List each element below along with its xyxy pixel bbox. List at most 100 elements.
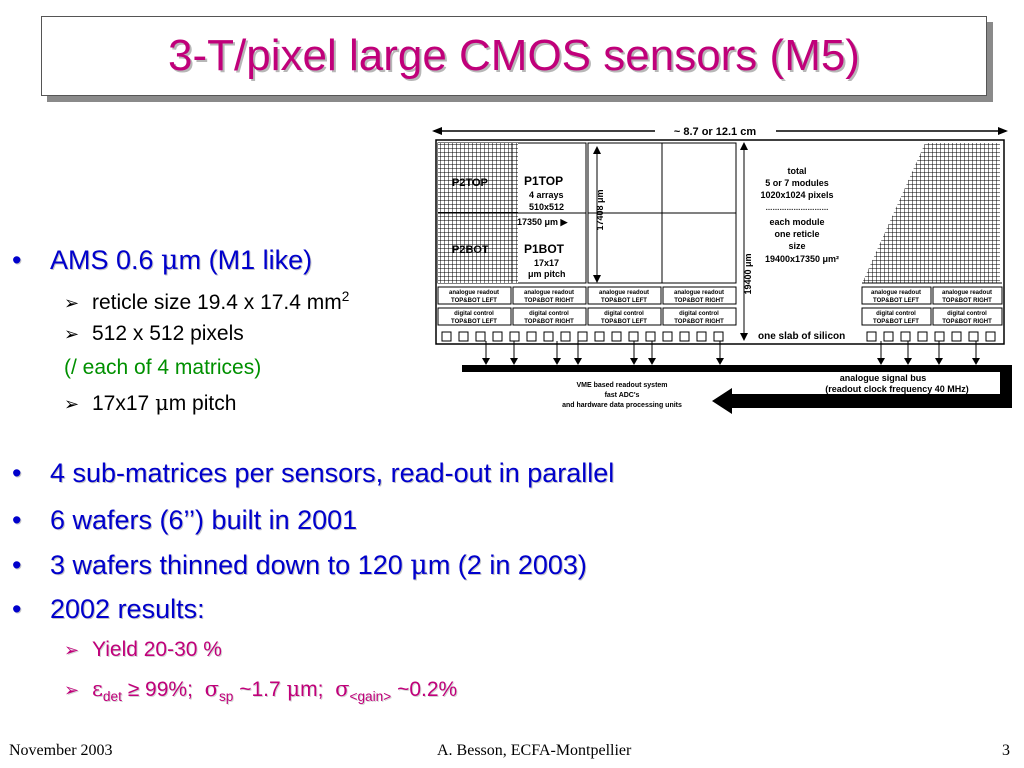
sig2-sub: <gain>: [349, 689, 392, 705]
bond-pad: [713, 331, 724, 342]
arrow-bullet-icon: ➢: [64, 680, 80, 700]
bond-pad: [934, 331, 945, 342]
pitch-suffix: m pitch: [168, 392, 237, 415]
digital-box: [932, 307, 1003, 326]
pad-arrowheads: [482, 358, 980, 365]
sub-bullet-pitch: ➢ 17x17 μm pitch: [64, 391, 236, 416]
arrowhead-left-icon: [432, 127, 442, 135]
bond-pad: [951, 331, 962, 342]
reticle-text: reticle size 19.4 x 17.4 mm: [92, 291, 342, 314]
p1top-size: 510x512: [529, 202, 564, 212]
analogue-label: analogue readout: [449, 290, 499, 296]
bus-label-bg: [734, 372, 1000, 394]
mu-symbol: μ: [286, 677, 301, 701]
arrowhead-down-icon: [593, 275, 601, 283]
digital-sub: TOP&BOT LEFT: [451, 319, 497, 325]
reticle-sup: 2: [341, 289, 350, 304]
p2bot-label: P2BOT: [452, 244, 489, 256]
digital-sub: TOP&BOT LEFT: [873, 319, 919, 325]
bond-pad: [679, 331, 690, 342]
digital-sub: TOP&BOT RIGHT: [524, 319, 574, 325]
total-info-0: total: [788, 166, 807, 176]
bond-pad: [441, 331, 452, 342]
total-info-3: ………………………: [766, 205, 829, 212]
bullet-wafers: • 6 wafers (6’’) built in 2001: [12, 505, 357, 536]
arrowhead-down-icon: [648, 358, 656, 365]
sigma-symbol: σ: [204, 677, 219, 701]
arrow-bullet-icon: ➢: [64, 324, 80, 344]
analogue-readout-row: analogue readout TOP&BOT LEFT analogue r…: [437, 286, 1003, 305]
p1bot-pitch: 17x17: [534, 258, 559, 268]
bullet-dot: •: [12, 458, 22, 488]
slab-label: one slab of silicon: [758, 331, 845, 342]
analogue-label: analogue readout: [674, 290, 724, 296]
p1bot-label: P1BOT: [524, 242, 565, 256]
bus-label-sub: (readout clock frequency 40 MHz): [825, 384, 969, 394]
arrowhead-down-icon: [904, 358, 912, 365]
digital-control-row: digital control TOP&BOT LEFT digital con…: [437, 307, 1003, 326]
arrowhead-up-icon: [740, 142, 748, 150]
arrow-bullet-icon: ➢: [64, 394, 80, 414]
digital-box: [587, 307, 662, 326]
analogue-box: [437, 286, 512, 305]
arrowhead-down-icon: [553, 358, 561, 365]
analogue-sub: TOP&BOT LEFT: [873, 298, 919, 304]
bond-pad: [900, 331, 911, 342]
eps-sub: det: [102, 689, 122, 705]
matrices-note: (/ each of 4 matrices): [64, 356, 262, 379]
submatrices-text: 4 sub-matrices per sensors, read-out in …: [50, 458, 615, 488]
bond-pad: [662, 331, 673, 342]
bond-pad: [458, 331, 469, 342]
arrowhead-down-icon: [877, 358, 885, 365]
total-info-2: 1020x1024 pixels: [760, 190, 833, 200]
wafers-text: 6 wafers (6’’) built in 2001: [50, 505, 358, 535]
bullet-ams-suffix: m (M1 like): [178, 245, 313, 275]
arrowhead-down-icon: [716, 358, 724, 365]
analogue-box: [662, 286, 737, 305]
arrowhead-down-icon: [972, 358, 980, 365]
digital-label: digital control: [454, 311, 494, 317]
digital-sub: TOP&BOT RIGHT: [942, 319, 992, 325]
signal-bus-icon: [462, 365, 1012, 414]
bond-pad: [526, 331, 537, 342]
arrowhead-down-icon: [482, 358, 490, 365]
height-19400-label: 19400 μm: [743, 253, 753, 294]
bond-pad: [560, 331, 571, 342]
results-text: 2002 results:: [50, 594, 205, 624]
analogue-sub: TOP&BOT RIGHT: [942, 298, 992, 304]
p1top-arrays: 4 arrays: [529, 190, 564, 200]
sub-bullet-reticle: ➢ reticle size 19.4 x 17.4 mm2: [64, 289, 349, 315]
analogue-sub: TOP&BOT RIGHT: [674, 298, 724, 304]
digital-label: digital control: [529, 311, 569, 317]
arrowhead-down-icon: [740, 333, 748, 341]
bullet-dot: •: [12, 594, 22, 624]
bond-pad: [509, 331, 520, 342]
sig1-unit: m;: [300, 678, 336, 701]
arrowhead-right-icon: [998, 127, 1008, 135]
vme-sub1: fast ADC's: [605, 392, 640, 399]
footer-author: A. Besson, ECFA-Montpellier: [437, 742, 632, 759]
analogue-sub: TOP&BOT RIGHT: [524, 298, 574, 304]
bond-pad: [883, 331, 894, 342]
epsilon-symbol: ε: [92, 677, 103, 701]
bullet-ams-prefix: AMS 0.6: [50, 245, 162, 275]
bond-pad: [543, 331, 554, 342]
arrow-17350-label: 17350 μm ▶: [517, 217, 569, 227]
bond-pad: [968, 331, 979, 342]
arrowhead-down-icon: [510, 358, 518, 365]
analogue-box: [587, 286, 662, 305]
digital-box: [662, 307, 737, 326]
thinned-prefix: 3 wafers thinned down to 120: [50, 550, 411, 580]
mu-symbol: μ: [410, 550, 428, 581]
bond-pad: [577, 331, 588, 342]
total-info-7: 19400x17350 μm²: [765, 254, 839, 264]
digital-label: digital control: [604, 311, 644, 317]
width-label: ~ 8.7 or 12.1 cm: [674, 126, 756, 138]
sigma-symbol: σ: [335, 677, 350, 701]
bond-pad: [917, 331, 928, 342]
digital-box: [861, 307, 932, 326]
analogue-label: analogue readout: [871, 290, 921, 296]
arrowhead-down-icon: [630, 358, 638, 365]
digital-sub: TOP&BOT RIGHT: [674, 319, 724, 325]
analogue-box: [932, 286, 1003, 305]
